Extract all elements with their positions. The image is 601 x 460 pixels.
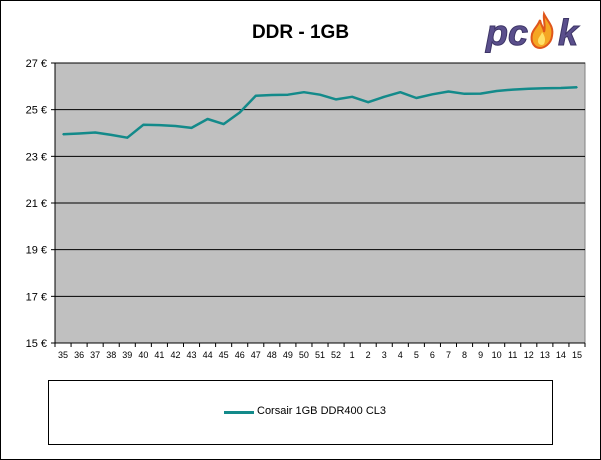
data-point [431, 93, 434, 96]
data-point [479, 92, 482, 95]
x-tick-label: 4 [398, 350, 403, 360]
x-tick-label: 11 [508, 350, 517, 360]
x-tick-label: 1 [350, 350, 355, 360]
data-point [383, 96, 386, 98]
x-tick-label: 2 [366, 350, 371, 360]
x-tick-label: 50 [299, 350, 309, 360]
x-tick-label: 40 [138, 350, 148, 360]
svg-text:k: k [558, 12, 580, 53]
y-tick-label: 21 € [26, 198, 47, 210]
x-tick-label: 14 [556, 350, 566, 360]
x-tick-label: 46 [235, 350, 245, 360]
data-point [126, 136, 129, 139]
x-tick-label: 35 [58, 350, 68, 360]
legend-label: Corsair 1GB DDR400 CL3 [257, 405, 386, 417]
data-point [351, 96, 353, 98]
x-tick-label: 41 [154, 350, 164, 360]
legend-swatch-line [224, 411, 254, 414]
x-tick-label: 44 [203, 350, 213, 360]
data-point [62, 133, 64, 135]
x-tick-label: 36 [74, 350, 84, 360]
y-tick-label: 15 € [26, 338, 47, 350]
x-tick-label: 51 [315, 350, 325, 360]
data-point [222, 123, 225, 125]
data-point [254, 94, 257, 97]
data-point [415, 97, 418, 99]
data-point [527, 87, 530, 90]
data-point [495, 90, 498, 92]
data-point [174, 125, 177, 127]
pcsk-logo: pc k [485, 10, 581, 54]
data-point [367, 101, 369, 103]
chart-title: DDR - 1GB [251, 22, 350, 43]
y-tick-label: 27 € [26, 58, 47, 70]
x-tick-label: 47 [251, 350, 261, 360]
data-point [142, 124, 145, 126]
x-tick-label: 43 [187, 350, 197, 360]
x-tick-label: 3 [382, 350, 387, 360]
x-tick-label: 38 [106, 350, 116, 360]
x-tick-label: 39 [122, 350, 132, 360]
data-point [463, 93, 466, 95]
x-tick-label: 10 [492, 350, 502, 360]
data-point [238, 111, 241, 114]
data-point [303, 91, 305, 93]
x-tick-label: 49 [283, 350, 293, 360]
x-tick-label: 7 [446, 350, 451, 360]
x-tick-label: 6 [430, 350, 435, 360]
x-tick-label: 15 [572, 350, 582, 360]
data-point [319, 93, 321, 96]
x-tick-label: 45 [219, 350, 229, 360]
data-point [206, 118, 209, 120]
data-point [399, 91, 402, 93]
data-point [544, 87, 546, 89]
x-tick-label: 48 [267, 350, 277, 360]
x-tick-label: 8 [462, 350, 467, 360]
data-point [271, 94, 273, 96]
data-point [335, 98, 337, 101]
data-point [447, 90, 450, 93]
data-point [287, 93, 289, 96]
x-tick-label: 12 [524, 350, 534, 360]
data-point [576, 86, 578, 89]
x-tick-label: 42 [170, 350, 180, 360]
data-point [190, 127, 193, 129]
y-tick-label: 25 € [26, 105, 47, 117]
x-tick-label: 52 [331, 350, 341, 360]
legend: Corsair 1GB DDR400 CL3 [48, 380, 553, 445]
y-tick-label: 23 € [26, 151, 47, 163]
x-tick-label: 5 [414, 350, 419, 360]
data-point [110, 134, 113, 136]
x-tick-label: 37 [90, 350, 100, 360]
y-tick-label: 17 € [26, 291, 47, 303]
data-point [158, 124, 161, 126]
data-point [94, 131, 96, 134]
y-tick-label: 19 € [26, 245, 47, 257]
data-point [511, 88, 514, 91]
data-point [560, 87, 562, 89]
svg-text:pc: pc [485, 12, 528, 53]
data-point [78, 132, 80, 135]
x-tick-label: 13 [540, 350, 550, 360]
x-tick-label: 9 [478, 350, 483, 360]
